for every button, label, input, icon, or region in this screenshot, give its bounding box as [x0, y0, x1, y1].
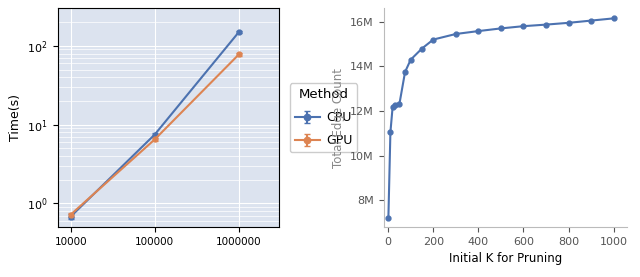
- Y-axis label: Time(s): Time(s): [9, 94, 22, 141]
- X-axis label: Initial K for Pruning: Initial K for Pruning: [449, 252, 562, 265]
- Y-axis label: Total Edge Count: Total Edge Count: [332, 68, 344, 168]
- Legend: CPU, GPU: CPU, GPU: [290, 83, 357, 152]
